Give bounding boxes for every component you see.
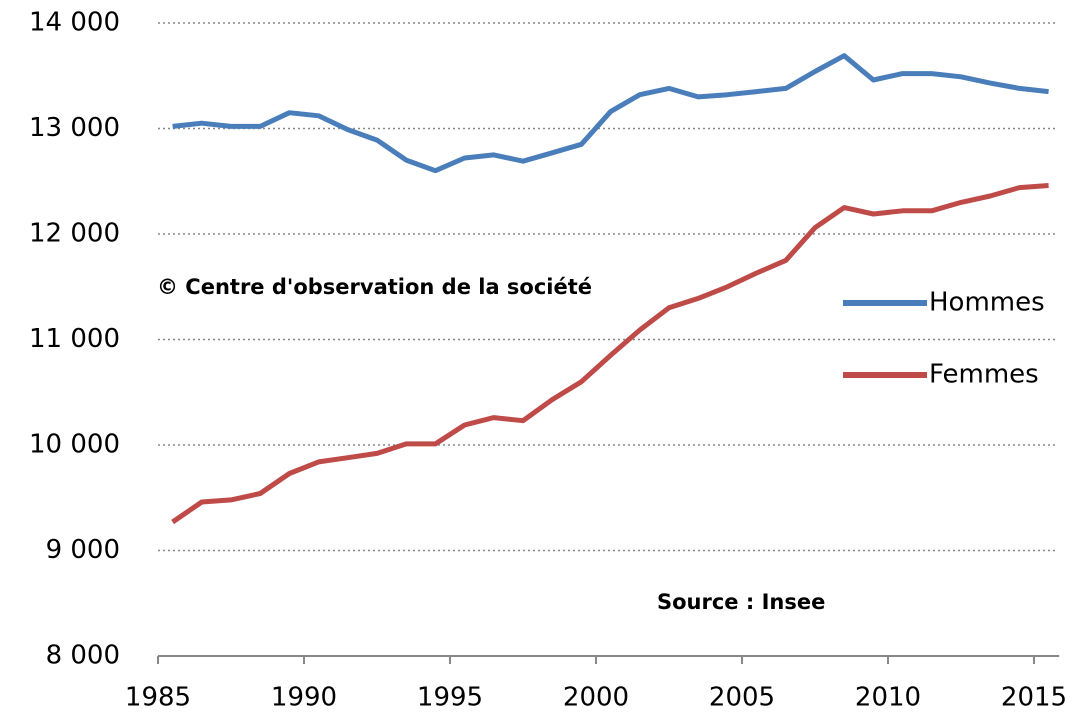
- y-tick-label: 12 000: [29, 219, 120, 249]
- x-tick-label: 2000: [563, 683, 629, 713]
- legend-label: Hommes: [929, 288, 1045, 318]
- y-tick-label: 14 000: [29, 8, 120, 38]
- series-line: [172, 53, 1049, 174]
- legend-label: Femmes: [929, 360, 1039, 390]
- y-tick-label: 10 000: [29, 430, 120, 460]
- x-tick-label: 1985: [125, 683, 191, 713]
- y-tick-label: 9 000: [46, 535, 120, 565]
- series-line: [171, 183, 1049, 525]
- copyright-note: © Centre d'observation de la société: [157, 275, 592, 299]
- y-tick-label: 11 000: [29, 324, 120, 354]
- x-tick-label: 2010: [855, 683, 921, 713]
- y-tick-label: 8 000: [46, 641, 120, 671]
- y-tick-label: 13 000: [29, 113, 120, 143]
- source-note: Source : Insee: [657, 590, 825, 614]
- x-tick-label: 1995: [417, 683, 483, 713]
- x-tick-label: 2005: [709, 683, 775, 713]
- x-tick-label: 1990: [271, 683, 337, 713]
- x-tick-label: 2015: [1001, 683, 1067, 713]
